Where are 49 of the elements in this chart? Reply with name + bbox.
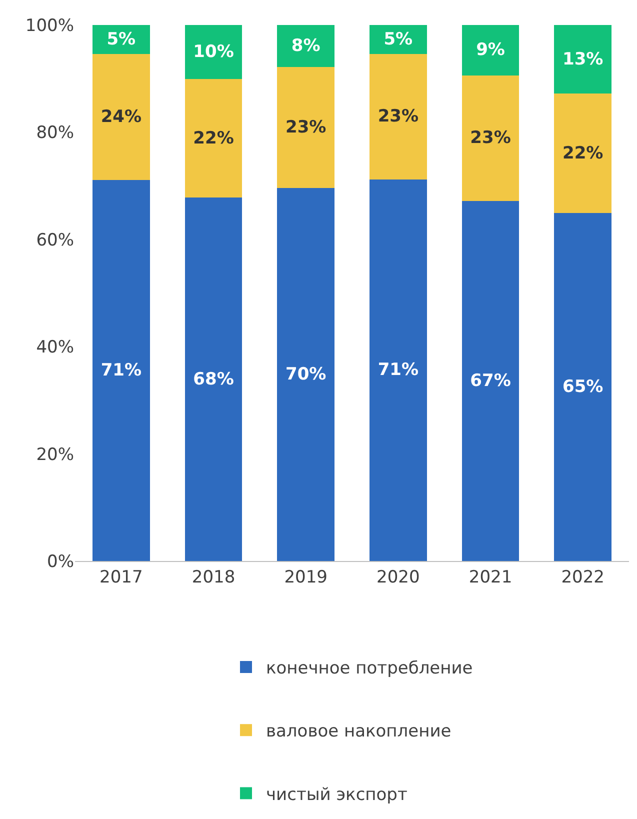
legend-label: конечное потребление (266, 658, 473, 679)
data-label: 22% (193, 128, 234, 148)
bar (92, 54, 150, 180)
data-label: 70% (285, 364, 326, 384)
data-label: 24% (100, 106, 142, 127)
x-tick-label: 2017 (100, 567, 143, 588)
data-label: 22% (562, 143, 604, 164)
bar (462, 200, 520, 561)
data-label: 13% (562, 49, 604, 70)
data-label: 71% (100, 360, 142, 380)
data-label: 71% (378, 360, 419, 380)
data-label: 67% (470, 370, 511, 391)
x-tick-label: 2018 (192, 567, 236, 588)
bar (277, 25, 334, 67)
data-label: 10% (193, 42, 234, 62)
bar (92, 180, 150, 561)
y-tick-label: 20% (36, 444, 74, 465)
bar (370, 54, 427, 180)
y-tick-label: 40% (36, 338, 74, 358)
data-label: 65% (562, 377, 604, 398)
legend-label: чистый экспорт (266, 784, 408, 805)
bar (184, 25, 242, 80)
bar (184, 79, 242, 198)
data-label: 23% (470, 128, 511, 148)
x-tick-label: 2022 (561, 567, 604, 588)
bar (277, 188, 334, 561)
data-label: 5% (384, 29, 413, 50)
bar (370, 179, 427, 561)
bar (462, 75, 520, 201)
data-label: 9% (476, 40, 505, 60)
legend-label: валовое накопление (266, 722, 452, 742)
data-label: 68% (193, 369, 234, 390)
bar (554, 94, 612, 214)
y-tick-label: 100% (25, 16, 74, 36)
bar (184, 198, 242, 561)
bar (554, 25, 612, 94)
data-label: 8% (291, 36, 320, 56)
x-tick-label: 2020 (376, 567, 420, 588)
y-tick-label: 80% (36, 123, 74, 144)
bar (462, 25, 520, 76)
y-tick-label: 60% (36, 230, 74, 250)
bar (277, 66, 334, 188)
data-label: 23% (378, 106, 419, 127)
data-label: 5% (106, 29, 136, 50)
data-label: 23% (285, 117, 326, 138)
bar (554, 213, 612, 561)
x-tick-label: 2019 (284, 567, 328, 588)
y-tick-label: 0% (47, 552, 74, 572)
x-tick-label: 2021 (468, 567, 512, 588)
